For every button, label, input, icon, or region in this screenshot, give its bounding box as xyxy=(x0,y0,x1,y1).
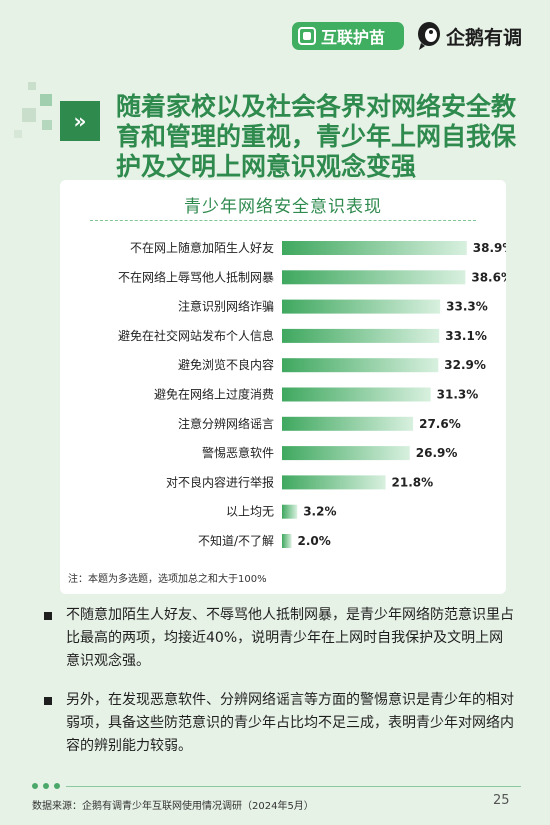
value-label: 38.6% xyxy=(471,270,506,284)
title-line: 育和管理的重视，青少年上网自我保 xyxy=(116,122,517,151)
bar xyxy=(282,358,439,373)
huliang-humiao-logo: 互联护苗 xyxy=(292,22,404,50)
value-label: 26.9% xyxy=(416,446,458,460)
category-label: 以上均无 xyxy=(226,505,274,519)
value-label: 32.9% xyxy=(444,358,486,372)
footer-divider xyxy=(66,786,521,787)
bar xyxy=(282,328,440,343)
chart-title: 青少年网络安全意识表现 xyxy=(184,197,382,217)
footer-dots xyxy=(32,783,60,789)
penguin-icon xyxy=(418,22,440,50)
bar xyxy=(282,241,467,255)
category-label: 避免在社交网站发布个人信息 xyxy=(118,328,274,343)
chart-title-divider xyxy=(90,220,476,221)
bar xyxy=(282,416,414,431)
category-label: 不知道/不了解 xyxy=(198,534,274,548)
category-label: 不在网上随意加陌生人好友 xyxy=(130,240,274,255)
double-chevron-right-icon: » xyxy=(60,101,100,141)
bullet-item: 另外，在发现恶意软件、分辨网络谣言等方面的警惕意识是青少年的相对弱项，具备这些防… xyxy=(44,689,514,758)
bullet-text: 不随意加陌生人好友、不辱骂他人抵制网暴，是青少年网络防范意识里占比最高的两项，均… xyxy=(66,607,514,669)
title-line: 护及文明上网意识观念变强 xyxy=(116,152,417,181)
chart-card: 青少年网络安全意识表现 不在网上随意加陌生人好友 38.9% 不在网络上辱骂他人抵制… xyxy=(60,180,506,594)
category-label: 避免浏览不良内容 xyxy=(178,357,274,372)
data-source: 数据来源：企鹅有调青少年互联网使用情况调研（2024年5月） xyxy=(32,801,314,812)
value-label: 2.0% xyxy=(298,534,331,548)
square-bullet-icon xyxy=(44,697,52,705)
value-label: 27.6% xyxy=(419,417,461,431)
category-label: 注意识别网络诈骗 xyxy=(178,299,274,314)
brand-right-text: 企鹅有调 xyxy=(446,26,523,49)
value-label: 33.3% xyxy=(446,300,488,314)
bar xyxy=(282,504,298,519)
bullet-item: 不随意加陌生人好友、不辱骂他人抵制网暴，是青少年网络防范意识里占比最高的两项，均… xyxy=(44,604,514,673)
decorative-squares xyxy=(14,82,52,138)
category-label: 不在网络上辱骂他人抵制网暴 xyxy=(118,269,274,284)
bar xyxy=(282,299,441,314)
brand-left-text: 互联护苗 xyxy=(321,28,386,47)
bar xyxy=(282,387,431,402)
bar-chart: 不在网上随意加陌生人好友 38.9% 不在网络上辱骂他人抵制网暴 38.6% 注意识别网… xyxy=(118,240,506,548)
bar xyxy=(282,270,466,285)
title-line: 随着家校以及社会各界对网络安全教 xyxy=(116,92,517,121)
summary-bullets: 不随意加陌生人好友、不辱骂他人抵制网暴，是青少年网络防范意识里占比最高的两项，均… xyxy=(44,604,514,774)
bullet-text: 另外，在发现恶意软件、分辨网络谣言等方面的警惕意识是青少年的相对弱项，具备这些防… xyxy=(66,692,514,754)
category-label: 避免在网络上过度消费 xyxy=(154,387,274,402)
category-label: 注意分辨网络谣言 xyxy=(178,416,274,431)
page-number: 25 xyxy=(493,793,510,808)
value-label: 38.9% xyxy=(473,241,506,255)
brand-mark-icon xyxy=(298,27,316,45)
chart-note: 注：本题为多选题，选项加总之和大于100% xyxy=(68,574,267,585)
square-bullet-icon xyxy=(44,612,52,620)
category-label: 对不良内容进行举报 xyxy=(166,474,274,489)
bar xyxy=(282,446,410,461)
value-label: 3.2% xyxy=(303,505,336,519)
bar xyxy=(282,534,292,548)
value-label: 33.1% xyxy=(445,329,487,343)
category-label: 警惕恶意软件 xyxy=(202,445,274,460)
page-title: 随着家校以及社会各界对网络安全教 育和管理的重视，青少年上网自我保 护及文明上网… xyxy=(116,92,524,182)
bar xyxy=(282,475,386,490)
qie-youdiao-logo: 企鹅有调 xyxy=(416,20,522,52)
value-label: 21.8% xyxy=(392,475,434,489)
value-label: 31.3% xyxy=(437,388,479,402)
